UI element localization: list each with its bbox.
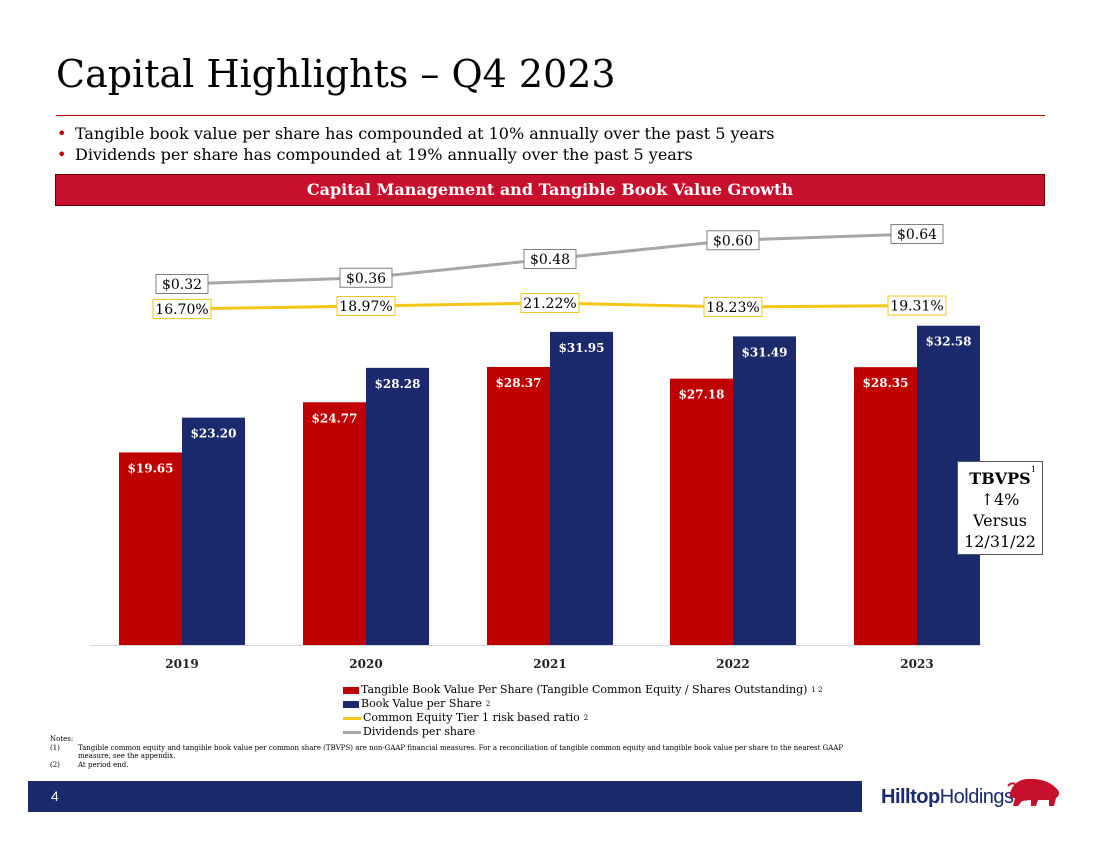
x-tick-label: 2020	[349, 657, 382, 671]
line-label-box	[890, 224, 944, 244]
legend-item-tbvps: Tangible Book Value Per Share (Tangible …	[343, 683, 823, 697]
bar-data-label: $23.20	[191, 427, 237, 441]
bar-data-label: $28.37	[496, 376, 542, 390]
x-tick-label: 2023	[900, 657, 933, 671]
bar-tbvps-2021	[487, 366, 550, 645]
bar-data-label: $19.65	[128, 461, 174, 475]
bullet-text: Tangible book value per share has compou…	[75, 124, 775, 143]
legend-sup: 1 2	[811, 686, 823, 694]
bar-tbvps-2022	[670, 378, 733, 645]
company-logo: HilltopHoldingsperiod	[881, 786, 1014, 809]
page-number: 4	[51, 788, 59, 804]
line-label-box	[339, 267, 393, 288]
bullet-list: • Tangible book value per share has compo…	[57, 123, 774, 165]
page-title: Capital Highlights – Q4 2023	[56, 52, 616, 96]
line-data-label: $0.48	[530, 252, 570, 268]
line-label-box	[152, 299, 212, 319]
line-data-label: 18.23%	[706, 300, 759, 316]
bar-data-label: $28.35	[863, 376, 909, 390]
x-tick-label: 2019	[165, 657, 198, 671]
footer-bar: 4	[28, 781, 862, 812]
x-tick-label: 2022	[716, 657, 749, 671]
callout-title: TBVPS	[969, 469, 1031, 488]
line-data-label: 16.70%	[155, 302, 208, 318]
legend-label: Book Value per Share	[361, 697, 482, 710]
bar-data-label: $31.95	[559, 341, 605, 355]
bullet-dot: •	[57, 124, 67, 143]
note-key: (2)	[50, 760, 60, 769]
tbvps-callout: TBVPS 1 ↑4% Versus 12/31/22	[957, 461, 1043, 555]
legend-swatch	[343, 700, 359, 708]
line-label-box	[706, 230, 760, 251]
bar-bvps-2021	[550, 331, 613, 645]
logo-regular: Holdings	[939, 786, 1014, 808]
bar-data-label: $24.77	[312, 411, 358, 425]
note-text: Tangible common equity and tangible book…	[78, 743, 844, 761]
footnotes: Notes: (1) Tangible common equity and tan…	[50, 735, 870, 769]
legend-label: Dividends per share	[363, 725, 476, 738]
title-rule	[56, 115, 1045, 116]
bar-data-label: $28.28	[375, 377, 421, 391]
line-label-box	[523, 249, 577, 269]
bar-bvps-2020	[366, 367, 429, 645]
legend-swatch	[343, 686, 359, 694]
legend-line	[343, 730, 361, 734]
notes-heading: Notes:	[50, 735, 74, 743]
line-data-label: $0.60	[713, 233, 753, 249]
bar-bvps-2019	[182, 417, 245, 645]
line-data-label: 19.31%	[890, 299, 943, 315]
legend-line	[343, 716, 361, 720]
legend-sup: 2	[583, 714, 589, 722]
bar-data-label: $27.18	[679, 388, 725, 402]
callout-change: ↑4%	[980, 490, 1020, 509]
line-label-box	[336, 295, 396, 316]
note-item: (2) At period end.	[50, 761, 870, 770]
callout-versus: Versus	[973, 511, 1027, 530]
line-data-label: $0.32	[162, 277, 202, 293]
legend-sup: 2	[485, 700, 491, 708]
capital-chart: $19.65 $24.77 $28.37 $27.18 $28.35 $23.20 $28.…	[90, 224, 980, 671]
x-tick-label: 2021	[533, 657, 566, 671]
bar-data-label: $32.58	[926, 335, 972, 349]
bullet-dot: •	[57, 145, 67, 164]
bar-bvps-2022	[733, 336, 796, 645]
logo-bold: Hilltop	[881, 786, 940, 808]
bullet-text: Dividends per share has compounded at 19…	[75, 145, 693, 164]
legend-label: Common Equity Tier 1 risk based ratio	[363, 711, 580, 724]
bar-tbvps-2023	[854, 367, 917, 645]
bar-data-label: $31.49	[742, 345, 788, 359]
line-data-label: 21.22%	[523, 296, 576, 312]
legend-item-bvps: Book Value per Share 2	[343, 697, 823, 711]
note-item: (1) Tangible common equity and tangible b…	[50, 744, 870, 761]
bison-icon	[1007, 778, 1059, 806]
bar-tbvps-2020	[303, 402, 366, 645]
note-key: (1)	[50, 743, 60, 752]
bullet-item: • Tangible book value per share has compo…	[57, 123, 774, 144]
line-label-box	[703, 296, 763, 317]
bullet-item: • Dividends per share has compounded at 1…	[57, 144, 774, 165]
chart-legend: Tangible Book Value Per Share (Tangible …	[343, 683, 823, 739]
section-banner: Capital Management and Tangible Book Val…	[55, 174, 1045, 206]
legend-item-dividends: Dividends per share	[343, 725, 823, 739]
line-label-box	[887, 295, 947, 316]
line-label-box	[520, 293, 580, 313]
callout-footnote: 1	[1030, 465, 1036, 474]
bar-tbvps-2019	[119, 452, 182, 645]
line-data-label: $0.36	[346, 271, 386, 287]
line-data-label: 18.97%	[339, 299, 392, 315]
note-text: At period end.	[78, 760, 129, 769]
callout-date: 12/31/22	[964, 532, 1036, 551]
legend-item-cet1: Common Equity Tier 1 risk based ratio 2	[343, 711, 823, 725]
line-label-box	[155, 274, 209, 294]
line-data-label: $0.64	[897, 227, 937, 243]
legend-label: Tangible Book Value Per Share (Tangible …	[361, 683, 808, 696]
